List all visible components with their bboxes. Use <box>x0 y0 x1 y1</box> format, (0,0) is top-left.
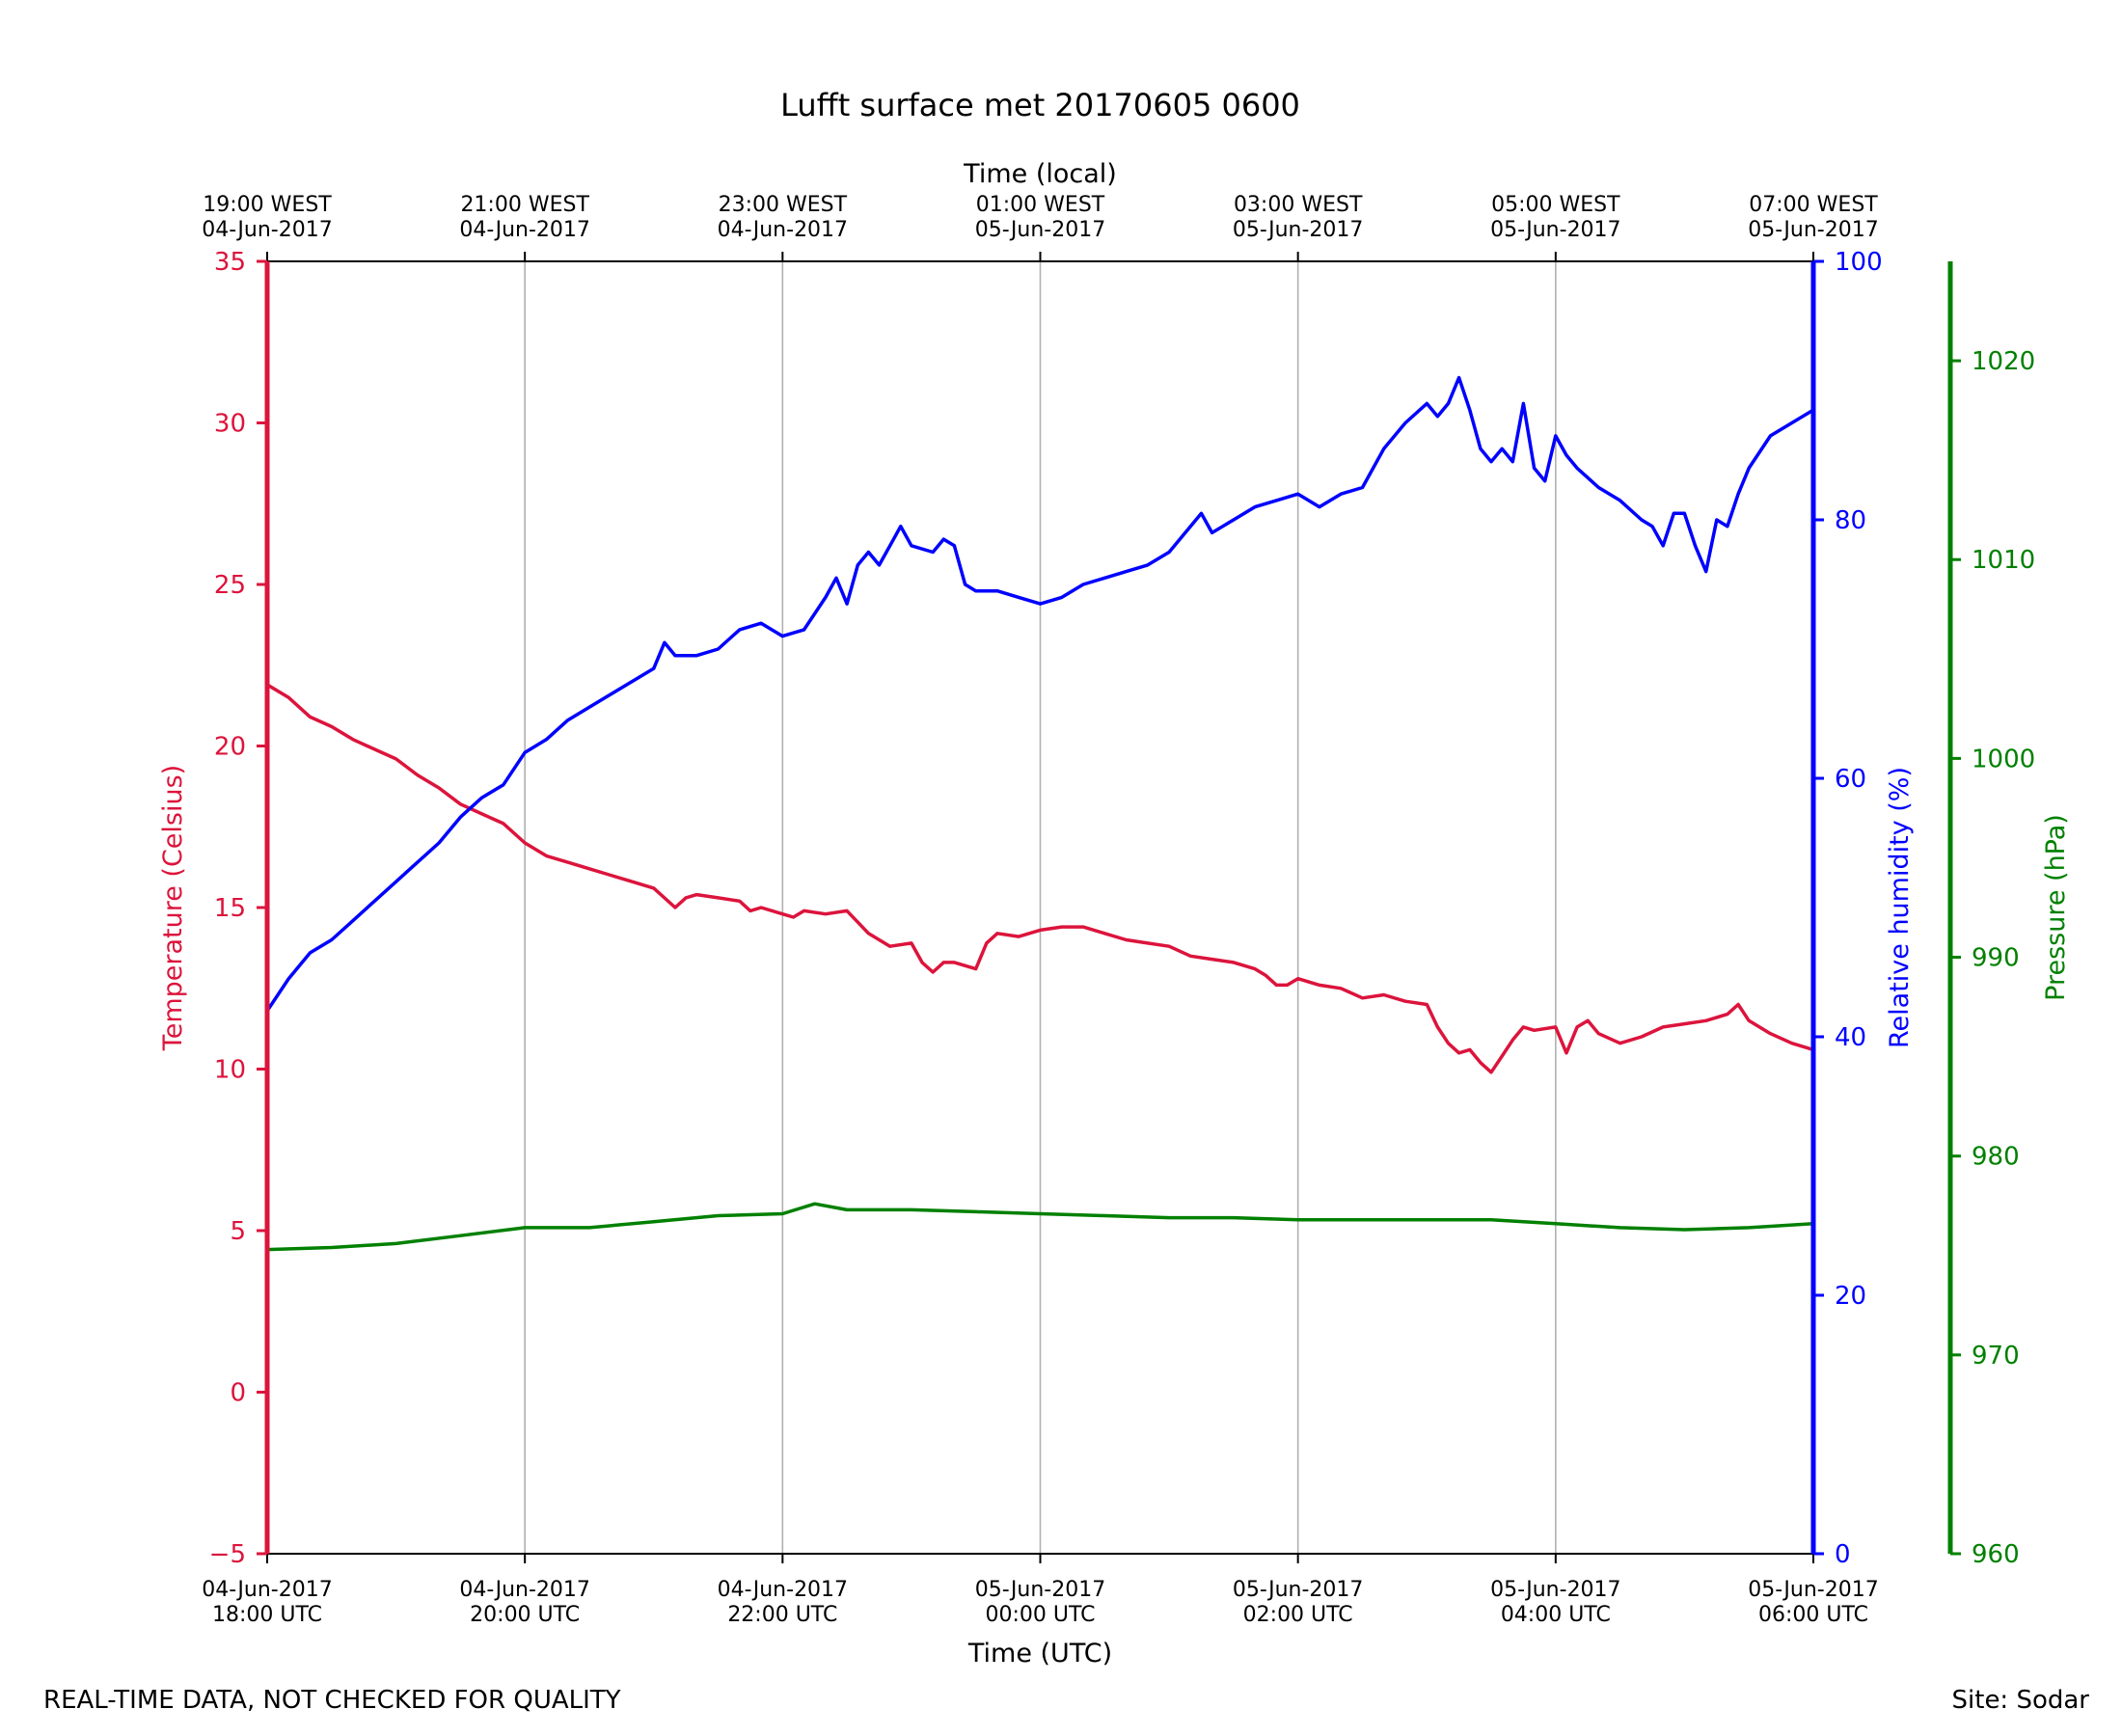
rh-tick-label: 0 <box>1835 1540 1851 1569</box>
rh-series-line <box>267 375 1813 1013</box>
temp-axis-label: Temperature (Celsius) <box>158 765 188 1051</box>
rh-axis-label: Relative humidity (%) <box>1885 767 1915 1048</box>
axes <box>257 252 1961 1563</box>
top-tick-label: 04-Jun-2017 <box>718 218 848 242</box>
quality-disclaimer: REAL-TIME DATA, NOT CHECKED FOR QUALITY <box>43 1686 621 1715</box>
pres-tick-label: 1020 <box>1972 347 2035 376</box>
series-layer <box>267 375 1813 1252</box>
top-tick-label: 04-Jun-2017 <box>202 218 332 242</box>
pres-series-line <box>267 1202 1813 1252</box>
temp-tick-label: 25 <box>214 571 246 600</box>
x-tick-label: 06:00 UTC <box>1758 1603 1868 1627</box>
top-tick-label: 05-Jun-2017 <box>1748 218 1878 242</box>
pres-tick-label: 970 <box>1972 1342 2020 1370</box>
pres-tick-label: 980 <box>1972 1143 2020 1172</box>
chart-title: Lufft surface met 20170605 0600 <box>780 87 1300 123</box>
x-tick-label: 00:00 UTC <box>985 1603 1095 1627</box>
x-tick-label: 05-Jun-2017 <box>975 1578 1105 1602</box>
x-tick-label: 02:00 UTC <box>1243 1603 1353 1627</box>
top-tick-label: 21:00 WEST <box>460 193 589 217</box>
x-tick-label: 05-Jun-2017 <box>1233 1578 1363 1602</box>
x-tick-label: 04-Jun-2017 <box>202 1578 332 1602</box>
top-tick-label: 07:00 WEST <box>1749 193 1878 217</box>
temp-tick-label: 5 <box>230 1217 246 1246</box>
chart-text: Lufft surface met 20170605 0600 04-Jun-20… <box>158 87 2071 1668</box>
rh-tick-label: 60 <box>1835 765 1866 794</box>
rh-tick-label: 100 <box>1835 248 1883 277</box>
top-tick-label: 03:00 WEST <box>1234 193 1363 217</box>
site-label: Site: Sodar <box>1951 1686 2089 1715</box>
top-tick-label: 05:00 WEST <box>1491 193 1620 217</box>
top-axis-label: Time (local) <box>963 159 1117 189</box>
temp-series-line <box>267 683 1813 1074</box>
pres-axis-label: Pressure (hPa) <box>2041 814 2071 1001</box>
top-tick-label: 04-Jun-2017 <box>459 218 589 242</box>
x-tick-label: 20:00 UTC <box>470 1603 580 1627</box>
x-tick-label: 05-Jun-2017 <box>1490 1578 1620 1602</box>
grid-lines <box>524 261 1557 1554</box>
rh-tick-label: 20 <box>1835 1282 1866 1311</box>
temp-tick-label: −5 <box>209 1540 246 1569</box>
top-tick-label: 19:00 WEST <box>203 193 332 217</box>
pres-tick-label: 1000 <box>1972 745 2035 773</box>
x-axis-label: Time (UTC) <box>967 1639 1112 1668</box>
top-tick-label: 05-Jun-2017 <box>975 218 1105 242</box>
temp-tick-label: 15 <box>214 894 246 923</box>
top-tick-label: 05-Jun-2017 <box>1233 218 1363 242</box>
temp-tick-label: 0 <box>230 1379 246 1408</box>
x-tick-label: 05-Jun-2017 <box>1748 1578 1878 1602</box>
x-tick-label: 22:00 UTC <box>727 1603 837 1627</box>
pres-tick-label: 990 <box>1972 944 2020 973</box>
temp-tick-label: 30 <box>214 410 246 439</box>
rh-tick-label: 40 <box>1835 1023 1866 1052</box>
x-tick-label: 18:00 UTC <box>212 1603 322 1627</box>
temp-tick-label: 35 <box>214 248 246 277</box>
top-tick-label: 01:00 WEST <box>976 193 1105 217</box>
x-tick-label: 04-Jun-2017 <box>459 1578 589 1602</box>
x-tick-label: 04-Jun-2017 <box>718 1578 848 1602</box>
pres-tick-label: 960 <box>1972 1540 2020 1569</box>
x-tick-label: 04:00 UTC <box>1501 1603 1611 1627</box>
top-tick-label: 23:00 WEST <box>719 193 848 217</box>
top-tick-label: 05-Jun-2017 <box>1490 218 1620 242</box>
pres-tick-label: 1010 <box>1972 546 2035 575</box>
temp-tick-label: 20 <box>214 733 246 762</box>
temp-tick-label: 10 <box>214 1056 246 1085</box>
rh-tick-label: 80 <box>1835 506 1866 535</box>
